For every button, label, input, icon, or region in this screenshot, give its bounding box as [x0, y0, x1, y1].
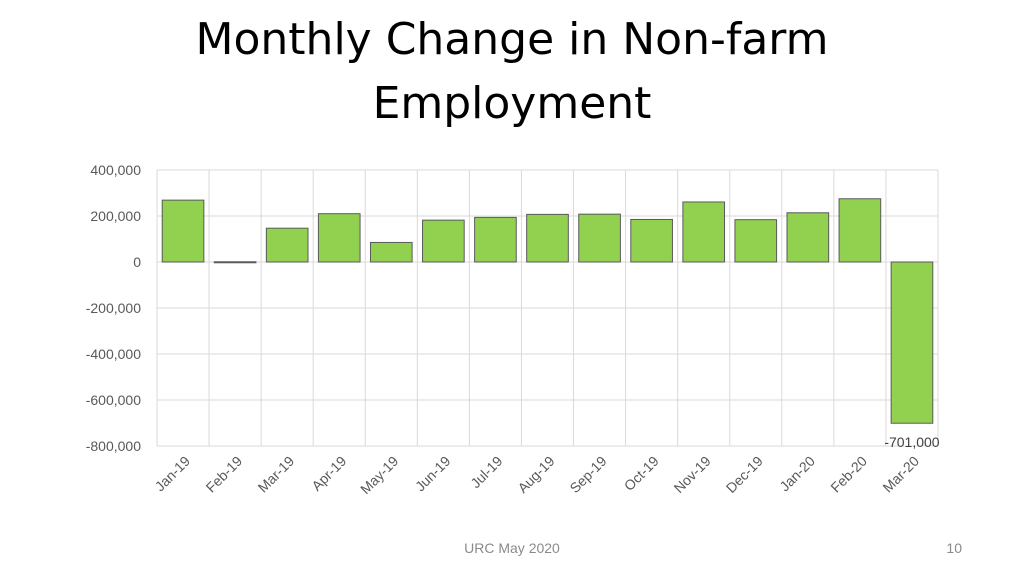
x-tick-label: Sep-19	[566, 453, 609, 496]
x-tick-label: Feb-19	[203, 453, 246, 496]
bar-sep-19	[578, 213, 621, 263]
y-tick-label: 0	[133, 254, 141, 270]
chart-bars	[161, 198, 934, 424]
bar-feb-19	[213, 261, 257, 264]
bar-jun-19	[422, 219, 465, 263]
x-tick-label: May-19	[357, 453, 401, 497]
page-number: 10	[946, 540, 962, 556]
bar-jan-19	[161, 199, 205, 263]
x-axis-tick-labels: Jan-19 Feb-19 Mar-19 Apr-19 May-19 Jun-19 Jul-…	[152, 453, 923, 497]
y-tick-label: -200,000	[86, 300, 141, 316]
x-tick-label: Jan-19	[152, 453, 194, 495]
x-tick-label: Dec-19	[723, 453, 766, 496]
y-tick-label: 400,000	[90, 162, 141, 178]
x-tick-label: Apr-19	[308, 453, 349, 494]
bar-dec-19	[734, 219, 778, 263]
x-tick-label: Jul-19	[467, 453, 505, 491]
x-tick-label: Aug-19	[514, 453, 557, 496]
x-tick-label: Nov-19	[671, 453, 714, 496]
x-tick-label: Feb-20	[827, 453, 870, 496]
footer-text: URC May 2020	[464, 540, 560, 556]
data-label: -701,000	[884, 434, 939, 450]
bar-apr-19	[317, 213, 361, 263]
bar-mar-20	[890, 261, 934, 424]
bar-mar-19	[265, 227, 309, 263]
y-tick-label: -800,000	[86, 438, 141, 454]
bar-may-19	[369, 241, 413, 263]
bar-nov-19	[682, 201, 726, 263]
x-tick-label: Jun-19	[412, 453, 454, 495]
chart-gridlines	[156, 169, 939, 447]
x-tick-label: Mar-20	[879, 453, 922, 496]
bar-jul-19	[474, 216, 517, 263]
y-axis-tick-labels: 400,000 200,000 0 -200,000 -400,000 -600,000 -…	[86, 162, 141, 454]
slide-title: Monthly Change in Non-farm Employment	[195, 14, 829, 129]
bar-feb-20	[838, 198, 882, 263]
x-tick-label: Oct-19	[621, 453, 662, 494]
x-tick-label: Mar-19	[255, 453, 298, 496]
data-labels: -701,000	[884, 434, 939, 450]
x-tick-label: Jan-20	[776, 453, 818, 495]
bar-jan-20	[786, 212, 830, 263]
y-tick-label: -400,000	[86, 346, 141, 362]
y-tick-label: -600,000	[86, 392, 141, 408]
bar-oct-19	[630, 218, 673, 263]
y-tick-label: 200,000	[90, 208, 141, 224]
bar-aug-19	[526, 213, 569, 263]
